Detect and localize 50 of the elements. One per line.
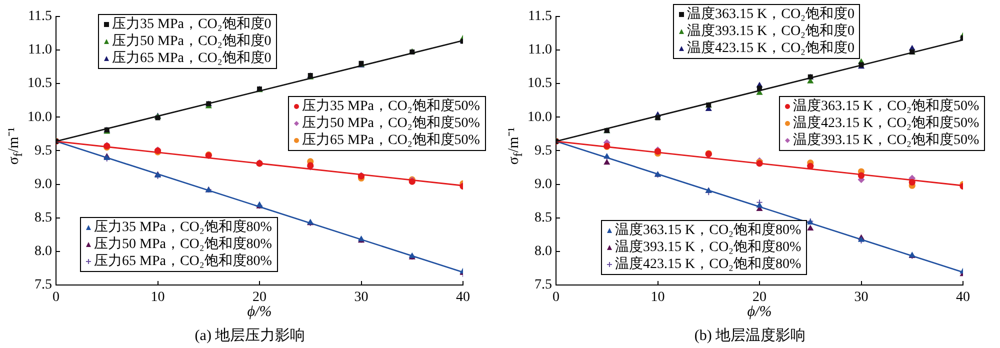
- x-tick-label: 40: [456, 290, 470, 306]
- y-tick-label: 9.0: [34, 176, 52, 192]
- x-tick-label: 20: [252, 290, 266, 306]
- x-tick-label: 30: [354, 290, 368, 306]
- y-tick-label: 10.5: [28, 76, 52, 92]
- legend-label: 温度363.15 K，CO₂饱和度50%: [793, 98, 980, 115]
- legend-label: 压力65 MPa，CO₂饱和度50%: [302, 132, 480, 149]
- legend-label: 温度363.15 K，CO₂饱和度80%: [615, 222, 802, 239]
- x-tick-label: 0: [52, 290, 60, 306]
- legend-label: 压力65 MPa，CO₂饱和度0: [112, 50, 272, 67]
- y-tick-label: 8.0: [534, 244, 552, 260]
- y-tick-label: 9.5: [534, 143, 552, 158]
- legend-label: 温度423.15 K，CO₂饱和度80%: [615, 256, 802, 273]
- y-tick-label: 9.5: [34, 143, 52, 158]
- x-tick-label: 40: [956, 290, 970, 306]
- text: (a) 地层压力影响: [194, 326, 306, 345]
- x-axis-title: ϕ/%: [746, 304, 773, 321]
- x-tick-label: 30: [854, 290, 868, 306]
- legend-label: 压力35 MPa，CO₂饱和度0: [112, 16, 272, 33]
- text: (b) 地层温度影响: [693, 326, 807, 345]
- y-tick-label: 8.5: [534, 210, 552, 226]
- y-tick-label: 11.5: [528, 9, 552, 24]
- legend-label: 温度393.15 K，CO₂饱和度80%: [615, 239, 802, 256]
- x-axis-title: ϕ/%: [246, 304, 273, 321]
- y-tick-label: 7.5: [534, 278, 552, 293]
- x-tick-label: 0: [552, 290, 560, 306]
- legend-label: 温度393.15 K，CO₂饱和度0: [687, 23, 854, 40]
- x-tick-label: 10: [650, 290, 665, 306]
- y-tick-label: 10.0: [28, 110, 52, 125]
- legend-label: 温度363.15 K，CO₂饱和度0: [687, 6, 854, 23]
- legend-label: 压力50 MPa，CO₂饱和度80%: [94, 236, 272, 253]
- y-tick-label: 11.0: [528, 42, 552, 58]
- y-tick-label: 10.0: [528, 110, 552, 125]
- legend-label: 压力50 MPa，CO₂饱和度50%: [302, 115, 480, 132]
- legend-label: 压力35 MPa，CO₂饱和度80%: [94, 219, 272, 236]
- legend-label: 温度393.15 K，CO₂饱和度50%: [793, 132, 980, 149]
- y-tick-label: 7.5: [34, 278, 52, 293]
- y-tick-label: 10.5: [528, 76, 552, 92]
- y-tick-label: 8.5: [34, 210, 52, 226]
- y-tick-label: 11.5: [28, 9, 52, 24]
- y-tick-label: 8.0: [34, 244, 52, 260]
- x-tick-label: 10: [150, 290, 165, 306]
- y-tick-label: 11.0: [28, 42, 52, 58]
- legend-label: 压力50 MPa，CO₂饱和度0: [112, 33, 272, 50]
- y-tick-label: 9.0: [534, 176, 552, 192]
- legend-label: 压力65 MPa，CO₂饱和度80%: [94, 253, 272, 270]
- x-tick-label: 20: [752, 290, 766, 306]
- legend-label: 温度423.15 K，CO₂饱和度50%: [793, 115, 980, 132]
- legend-label: 压力35 MPa，CO₂饱和度50%: [302, 98, 480, 115]
- legend-label: 温度423.15 K，CO₂饱和度0: [687, 40, 854, 57]
